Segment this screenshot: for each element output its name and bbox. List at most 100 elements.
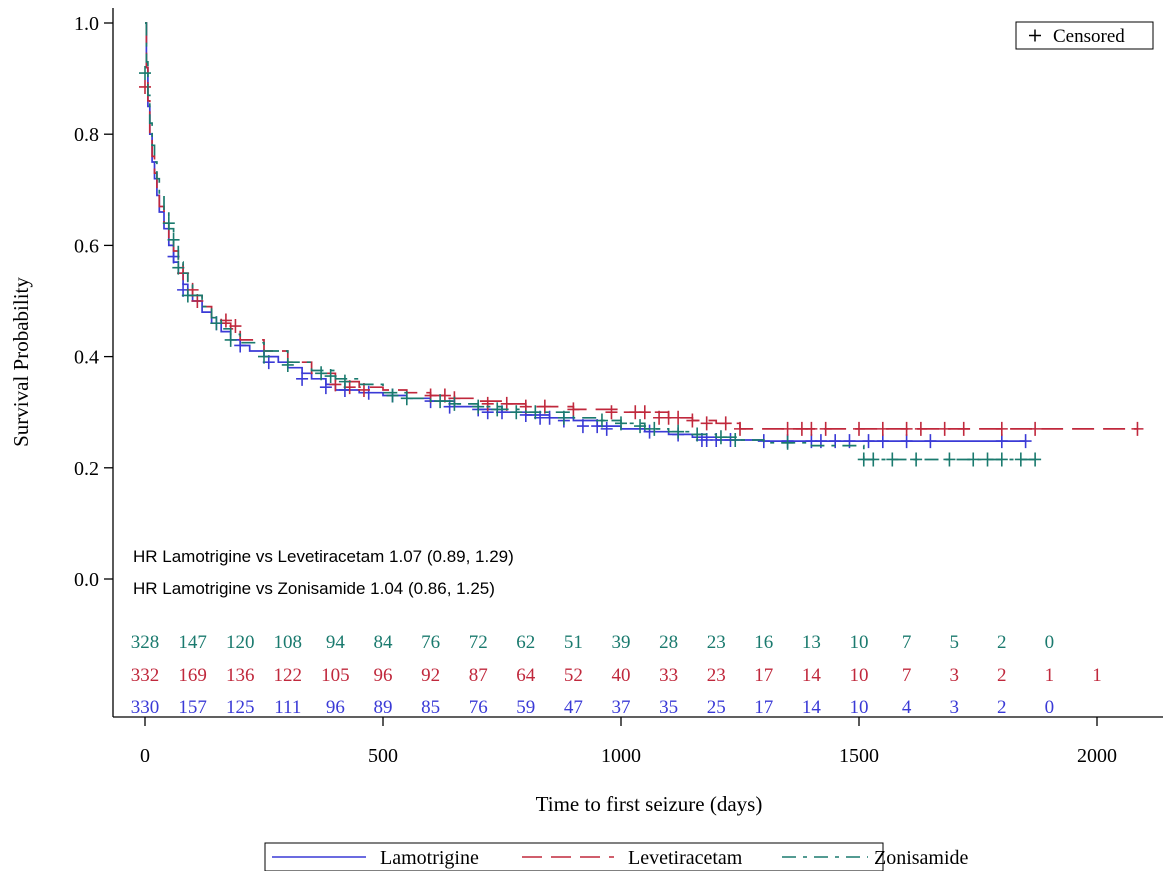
censored-marker-zonisamide — [167, 232, 180, 247]
legend-item-levetiracetam: Levetiracetam — [522, 847, 743, 869]
at-risk-levetiracetam: 87 — [469, 665, 488, 686]
censored-marker-levetiracetam — [538, 399, 551, 414]
at-risk-levetiracetam: 3 — [949, 665, 959, 686]
series-legend: Lamotrigine Levetiracetam Zonisamide — [264, 842, 969, 871]
x-tick-label: 0 — [140, 745, 150, 767]
at-risk-levetiracetam: 17 — [754, 665, 773, 686]
y-tick-label: 0.2 — [74, 458, 99, 480]
at-risk-zonisamide: 0 — [1045, 632, 1055, 653]
censored-marker-levetiracetam — [229, 319, 242, 334]
censored-marker-levetiracetam — [329, 377, 342, 392]
censored-marker-zonisamide — [714, 430, 727, 445]
censored-marker-levetiracetam — [819, 421, 832, 436]
censored-marker-levetiracetam — [1029, 421, 1042, 436]
at-risk-zonisamide: 76 — [421, 632, 440, 653]
censored-marker-levetiracetam — [805, 421, 818, 436]
censored-marker-zonisamide — [867, 452, 880, 467]
censored-marker-levetiracetam — [1131, 421, 1144, 436]
at-risk-lamotrigine: 14 — [802, 697, 822, 718]
censored-marker-levetiracetam — [700, 416, 713, 431]
censored-marker-zonisamide — [162, 216, 175, 231]
at-risk-levetiracetam: 169 — [178, 665, 207, 686]
censored-marker-levetiracetam — [638, 405, 651, 420]
at-risk-lamotrigine: 0 — [1045, 697, 1055, 718]
at-risk-levetiracetam: 136 — [226, 665, 255, 686]
censored-marker-levetiracetam — [357, 382, 370, 397]
at-risk-levetiracetam: 1 — [1092, 665, 1102, 686]
censored-marker-lamotrigine — [234, 338, 247, 353]
at-risk-levetiracetam: 23 — [707, 665, 726, 686]
censored-marker-levetiracetam — [781, 421, 794, 436]
at-risk-levetiracetam: 122 — [274, 665, 303, 686]
censored-marker-levetiracetam — [686, 413, 699, 428]
censored-marker-zonisamide — [338, 374, 351, 389]
at-risk-zonisamide: 108 — [274, 632, 303, 653]
censored-legend: Censored — [1015, 21, 1154, 50]
censored-marker-levetiracetam — [914, 421, 927, 436]
censored-marker-zonisamide — [258, 349, 270, 364]
at-risk-lamotrigine: 35 — [659, 697, 678, 718]
x-axis-label: Time to first seizure (days) — [536, 792, 763, 816]
at-risk-lamotrigine: 89 — [374, 697, 393, 718]
censored-marker-zonisamide — [181, 288, 194, 303]
censored-marker-zonisamide — [648, 421, 661, 436]
censored-marker-levetiracetam — [191, 294, 204, 308]
censored-marker-zonisamide — [224, 332, 237, 347]
censored-marker-levetiracetam — [139, 79, 151, 94]
at-risk-zonisamide: 23 — [707, 632, 726, 653]
at-risk-lamotrigine: 96 — [326, 697, 345, 718]
y-axis-label: Survival Probability — [9, 277, 33, 447]
legend-item-zonisamide: Zonisamide — [782, 847, 969, 869]
censored-marker-zonisamide — [529, 405, 542, 420]
at-risk-lamotrigine: 2 — [997, 697, 1007, 718]
censored-marker-lamotrigine — [995, 434, 1008, 449]
censored-marker-zonisamide — [634, 419, 647, 434]
at-risk-lamotrigine: 125 — [226, 697, 255, 718]
series-line-zonisamide — [145, 22, 1036, 461]
censored-marker-levetiracetam — [734, 421, 746, 436]
censored-marker-lamotrigine — [296, 371, 309, 386]
censored-marker-icon — [1029, 29, 1041, 42]
censored-marker-levetiracetam — [719, 416, 732, 431]
censored-marker-lamotrigine — [924, 434, 937, 449]
at-risk-lamotrigine: 157 — [178, 697, 207, 718]
at-risk-zonisamide: 328 — [131, 632, 160, 653]
at-risk-lamotrigine: 17 — [754, 697, 773, 718]
censored-marker-levetiracetam — [957, 421, 970, 436]
at-risk-lamotrigine: 47 — [564, 697, 583, 718]
censored-marker-zonisamide — [210, 316, 223, 331]
at-risk-levetiracetam: 332 — [131, 665, 160, 686]
at-risk-zonisamide: 13 — [802, 632, 821, 653]
at-risk-zonisamide: 84 — [374, 632, 394, 653]
censored-marker-zonisamide — [691, 427, 704, 442]
censored-marker-zonisamide — [139, 66, 151, 81]
series-legend-box — [264, 842, 884, 871]
censored-marker-levetiracetam — [672, 410, 685, 425]
censored-marker-zonisamide — [672, 424, 685, 439]
censored-marker-zonisamide — [1014, 452, 1027, 467]
censored-marker-levetiracetam — [995, 421, 1008, 436]
censored-marker-zonisamide — [172, 260, 185, 275]
at-risk-zonisamide: 16 — [754, 632, 773, 653]
censored-marker-zonisamide — [510, 405, 523, 420]
at-risk-zonisamide: 5 — [949, 632, 959, 653]
at-risk-zonisamide: 94 — [326, 632, 346, 653]
censored-marker-levetiracetam — [876, 421, 889, 436]
censored-marker-zonisamide — [595, 413, 608, 428]
censored-marker-zonisamide — [781, 435, 794, 450]
censored-marker-lamotrigine — [319, 380, 332, 395]
censored-marker-zonisamide — [315, 366, 328, 381]
at-risk-levetiracetam: 52 — [564, 665, 583, 686]
censored-legend-box — [1015, 21, 1154, 50]
x-tick-label: 2000 — [1077, 745, 1117, 767]
series-line-levetiracetam — [145, 22, 1138, 430]
x-tick-label: 1000 — [601, 745, 641, 767]
at-risk-zonisamide: 120 — [226, 632, 255, 653]
at-risk-zonisamide: 39 — [612, 632, 631, 653]
at-risk-levetiracetam: 92 — [421, 665, 440, 686]
at-risk-lamotrigine: 330 — [131, 697, 160, 718]
at-risk-levetiracetam: 7 — [902, 665, 912, 686]
at-risk-lamotrigine: 10 — [850, 697, 869, 718]
y-tick-label: 0.6 — [74, 235, 99, 257]
